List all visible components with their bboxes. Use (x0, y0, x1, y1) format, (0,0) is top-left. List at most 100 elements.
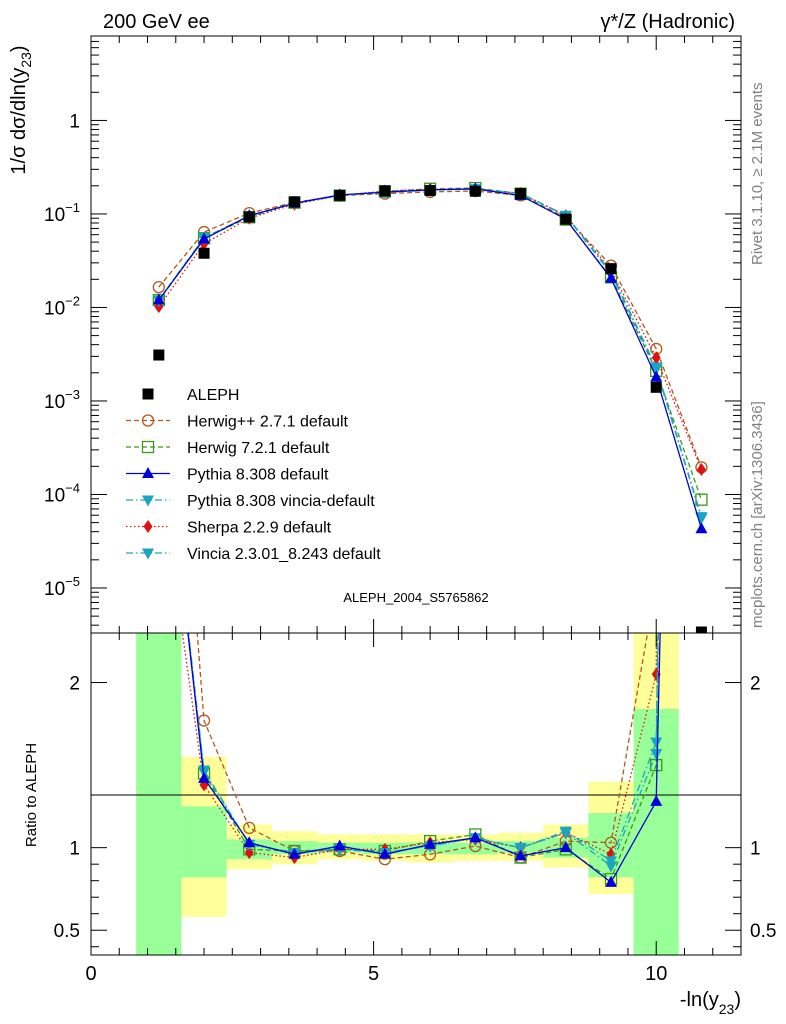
ratio-point (514, 849, 527, 861)
ratio-point (243, 821, 256, 835)
main-series-data (153, 185, 707, 638)
legend-entry: ALEPH (142, 387, 239, 404)
main-y-tick-label: 10−4 (44, 480, 80, 506)
ratio-y-tick-label: 2 (69, 674, 80, 695)
ratio-y-tick-label-right: 1 (750, 839, 761, 860)
ratio-point (650, 737, 663, 749)
data-point (651, 351, 661, 365)
data-point (605, 263, 617, 275)
data-point (695, 626, 707, 638)
ratio-uncertainty-bands (136, 633, 741, 955)
data-point (469, 185, 481, 197)
ratio-y-tick-labels: 0.5 0.5 1 1 2 2 (54, 674, 777, 943)
data-point (650, 364, 663, 376)
main-y-tick-labels: 10−5 10−4 10−3 10−2 10−1 1 (44, 111, 80, 600)
legend-marker (142, 467, 154, 478)
ratio-point (288, 847, 301, 859)
legend-label: Herwig 7.2.1 default (187, 440, 330, 457)
header-left: 200 GeV ee (103, 11, 210, 33)
data-point (605, 271, 617, 283)
ratio-line (187, 633, 659, 867)
data-point (515, 188, 527, 200)
ratio-point (469, 831, 482, 843)
x-tick-label: 5 (368, 963, 379, 985)
ratio-point (333, 839, 346, 851)
data-point (695, 513, 708, 525)
watermark: ALEPH_2004_S5765862 (343, 590, 488, 605)
legend-entry: Herwig 7.2.1 default (126, 440, 330, 457)
legend-label: ALEPH (187, 387, 239, 404)
legend-entry: Vincia 2.3.01_8.243 default (126, 546, 381, 563)
ratio-y-tick-label: 1 (69, 839, 80, 860)
data-point (198, 247, 210, 259)
ratio-y-tick-label: 0.5 (54, 921, 80, 942)
main-y-tick-label: 10−3 (44, 387, 80, 413)
ratio-point (650, 794, 663, 806)
legend-marker (142, 388, 154, 400)
ratio-y-tick-label-right: 2 (750, 674, 761, 695)
legend-label: Pythia 8.308 default (187, 467, 329, 484)
data-point (650, 370, 663, 382)
ratio-point (559, 828, 572, 840)
data-point (152, 293, 165, 305)
x-tick-label: 0 (85, 963, 96, 985)
ratio-point (424, 837, 437, 849)
legend-label: Vincia 2.3.01_8.243 default (187, 546, 381, 563)
data-point (695, 493, 708, 506)
main-series-5 (154, 182, 706, 476)
empty-bin (678, 633, 741, 955)
x-tick-labels: 0 5 10 (85, 963, 667, 985)
legend-entry: Sherpa 2.2.9 default (126, 520, 332, 537)
data-point (424, 185, 436, 197)
ratio-line (196, 633, 649, 860)
ratio-series-3 (187, 633, 663, 887)
legend: ALEPH Herwig++ 2.7.1 default Herwig 7.2.1 … (126, 387, 381, 563)
ratio-point (244, 846, 254, 860)
ratio-series-1 (196, 633, 649, 866)
data-point (560, 213, 572, 225)
legend-label: Pythia 8.308 vincia-default (187, 493, 375, 510)
legend-marker (143, 520, 153, 533)
legend-entry: Pythia 8.308 default (126, 467, 329, 484)
ratio-y-axis-label: Ratio to ALEPH (23, 743, 40, 847)
ratio-point (605, 861, 617, 873)
main-y-tick-label: 10−1 (44, 200, 80, 226)
legend-marker (142, 495, 154, 507)
green-band (181, 806, 227, 878)
green-band (452, 842, 498, 855)
ratio-point (378, 847, 391, 859)
legend-marker (142, 548, 154, 560)
ratio-frame (90, 632, 742, 956)
data-point (379, 185, 391, 197)
data-point (696, 462, 706, 476)
ratio-point (559, 841, 572, 853)
legend-label: Herwig++ 2.7.1 default (187, 414, 349, 431)
x-tick-label: 10 (645, 963, 667, 985)
ratio-series-4 (187, 633, 663, 868)
rivet-label: Rivet 3.1.10, ≥ 2.1M events (749, 83, 766, 266)
ratio-series-6 (187, 633, 663, 873)
legend-entry: Herwig++ 2.7.1 default (126, 414, 349, 431)
ratio-panel: 0.5 0.5 1 1 2 2 Ratio to ALEPH 0 5 10 -ln(y23) (23, 632, 777, 1017)
header-right: γ*/Z (Hadronic) (601, 11, 735, 33)
x-axis-label: -ln(y23) (680, 989, 741, 1017)
green-band (136, 633, 182, 955)
data-point (288, 196, 300, 208)
ratio-series-5 (181, 633, 661, 865)
main-y-axis-label: 1/σ dσ/dln(y23) (8, 45, 34, 174)
mcplots-label: mcplots.cern.ch [arXiv:1306.3436] (749, 401, 766, 628)
data-point (650, 381, 662, 393)
data-point (153, 349, 165, 361)
ratio-series (181, 633, 663, 887)
data-point (152, 280, 165, 294)
ratio-y-tick-label-right: 0.5 (750, 921, 776, 942)
data-point (695, 522, 708, 534)
legend-marker (141, 440, 155, 454)
ratio-point (605, 875, 617, 887)
main-y-tick-label: 1 (69, 111, 80, 132)
ratio-point (514, 843, 527, 855)
main-y-tick-label: 10−2 (44, 293, 80, 319)
main-series (152, 181, 708, 638)
legend-entry: Pythia 8.308 vincia-default (126, 493, 375, 510)
